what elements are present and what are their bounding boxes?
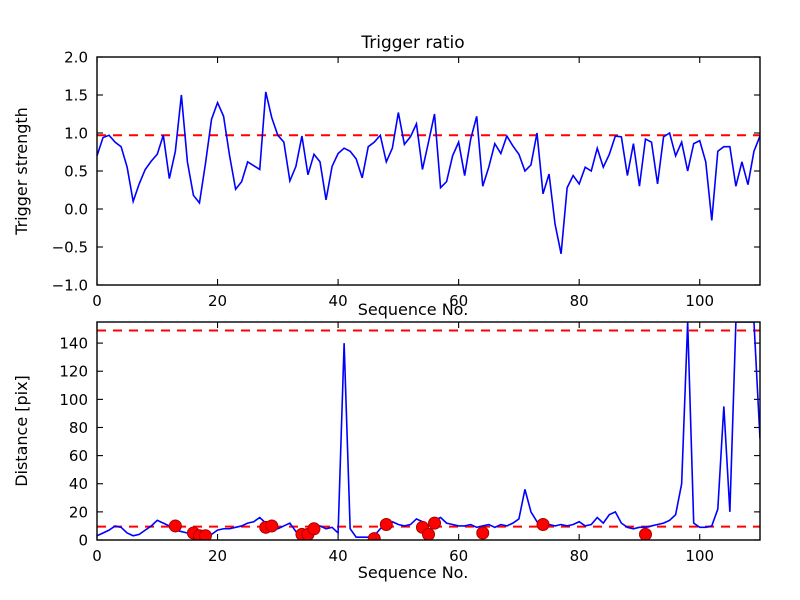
flagged-sequence-marker xyxy=(477,527,489,539)
flagged-sequence-marker xyxy=(429,517,441,529)
flagged-sequence-marker xyxy=(368,533,380,545)
y-tick-label: 2.0 xyxy=(64,49,88,67)
flagged-sequence-marker xyxy=(169,520,181,532)
y-tick-labels-trigger-ratio: −1.0 −0.5 0.0 0.5 1.0 1.5 2.0 xyxy=(52,49,88,295)
chart-distance: 0 20 40 60 80 100 120 140 0 20 40 60 80 100 Sequence… xyxy=(12,322,760,582)
y-tick-label: 1.5 xyxy=(64,87,88,105)
y-tick-label: 120 xyxy=(59,363,88,381)
x-tick-label: 0 xyxy=(92,547,102,565)
plot-area-distance xyxy=(97,322,760,540)
x-tick-label: 40 xyxy=(329,547,348,565)
chart-title-trigger-ratio: Trigger ratio xyxy=(360,33,464,53)
x-tick-label: 20 xyxy=(208,292,227,310)
x-tick-label: 100 xyxy=(685,547,714,565)
y-tick-label: 0 xyxy=(78,532,88,550)
flagged-sequence-marker xyxy=(308,523,320,535)
y-tick-label: 60 xyxy=(69,447,88,465)
flagged-sequence-marker xyxy=(423,528,435,540)
y-tick-label: 140 xyxy=(59,335,88,353)
flagged-sequence-marker xyxy=(639,528,651,540)
x-tick-label: 0 xyxy=(92,292,102,310)
y-tick-label: 1.0 xyxy=(64,125,88,143)
matplotlib-figure: Trigger ratio −1.0 −0.5 0.0 0.5 1.0 1.5 2.0 0 2… xyxy=(0,0,800,600)
y-tick-label: 0.0 xyxy=(64,201,88,219)
plot-area-trigger-ratio xyxy=(97,57,760,285)
y-tick-label: 100 xyxy=(59,391,88,409)
x-tick-label: 80 xyxy=(570,292,589,310)
y-tick-label: −0.5 xyxy=(52,239,88,257)
y-tick-labels-distance: 0 20 40 60 80 100 120 140 xyxy=(59,335,88,550)
x-tick-label: 100 xyxy=(685,292,714,310)
figure-canvas: Trigger ratio −1.0 −0.5 0.0 0.5 1.0 1.5 2.0 0 2… xyxy=(0,0,800,600)
x-tick-label: 80 xyxy=(570,547,589,565)
y-axis-title-trigger-ratio: Trigger strength xyxy=(12,107,31,236)
x-tick-label: 20 xyxy=(208,547,227,565)
y-tick-label: 20 xyxy=(69,503,88,521)
x-axis-title-trigger-ratio: Sequence No. xyxy=(358,300,469,319)
y-tick-label: 40 xyxy=(69,475,88,493)
y-tick-label: 80 xyxy=(69,419,88,437)
y-tick-label: −1.0 xyxy=(52,277,88,295)
flagged-sequence-marker xyxy=(537,519,549,531)
x-tick-label: 40 xyxy=(329,292,348,310)
x-axis-title-distance: Sequence No. xyxy=(358,563,469,582)
flagged-sequence-marker xyxy=(380,519,392,531)
y-tick-label: 0.5 xyxy=(64,163,88,181)
flagged-sequence-marker xyxy=(266,520,278,532)
chart-trigger-ratio: Trigger ratio −1.0 −0.5 0.0 0.5 1.0 1.5 2.0 0 2… xyxy=(12,33,760,319)
y-axis-title-distance: Distance [pix] xyxy=(12,375,31,487)
